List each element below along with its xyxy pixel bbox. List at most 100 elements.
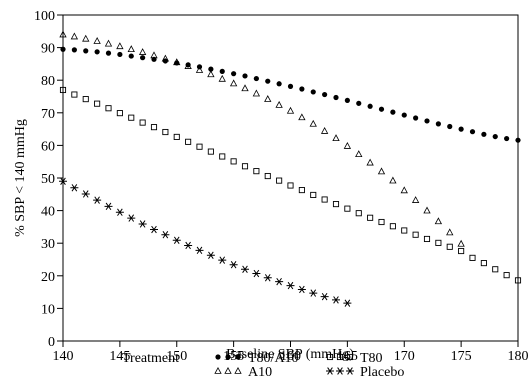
x-tick-label: 175 <box>451 349 472 364</box>
data-point <box>412 231 419 238</box>
data-point <box>446 243 453 250</box>
data-point <box>287 83 294 89</box>
data-point <box>105 105 112 112</box>
y-tick-label: 40 <box>41 205 55 220</box>
data-point <box>401 112 407 118</box>
data-point <box>332 296 340 304</box>
legend-marker <box>234 366 242 374</box>
data-point <box>344 97 350 104</box>
data-point <box>231 71 237 77</box>
y-tick-label: 80 <box>41 74 55 89</box>
data-point <box>218 256 227 264</box>
legend-marker <box>336 367 344 375</box>
data-point <box>481 131 487 137</box>
data-point <box>298 113 306 121</box>
x-tick-label: 145 <box>109 349 130 364</box>
y-tick-label: 60 <box>41 139 55 154</box>
data-point <box>172 236 181 244</box>
data-point <box>378 106 385 112</box>
data-point <box>229 261 238 269</box>
data-point <box>138 48 147 55</box>
data-point <box>411 196 420 203</box>
data-point <box>423 206 431 214</box>
data-point <box>458 126 464 132</box>
data-point <box>70 184 79 192</box>
data-point <box>195 246 204 255</box>
y-tick-label: 20 <box>41 270 55 285</box>
data-point <box>70 32 79 40</box>
data-point <box>378 218 385 226</box>
legend-marker <box>215 354 221 360</box>
data-point <box>310 89 316 95</box>
data-point <box>94 49 100 55</box>
data-point <box>367 214 374 221</box>
data-point <box>434 217 443 225</box>
data-point <box>241 84 249 92</box>
data-point <box>59 86 67 94</box>
data-point <box>367 103 373 109</box>
data-point <box>207 70 215 78</box>
data-point <box>389 176 397 184</box>
data-point <box>343 299 352 307</box>
data-point <box>206 251 215 259</box>
data-point <box>480 260 487 267</box>
data-point <box>321 196 328 203</box>
data-point <box>343 142 352 149</box>
data-point <box>423 235 431 243</box>
data-point <box>355 150 363 158</box>
data-point <box>390 109 396 115</box>
data-point <box>184 62 192 69</box>
data-point <box>104 202 113 211</box>
data-point <box>229 79 238 87</box>
data-point <box>253 75 259 82</box>
legend-item: T80 <box>326 351 383 366</box>
data-point <box>230 158 237 165</box>
data-point <box>286 281 295 290</box>
data-point <box>287 182 294 189</box>
data-point <box>435 239 442 246</box>
data-point <box>504 135 510 142</box>
data-point <box>322 91 328 98</box>
x-tick-label: 140 <box>53 349 74 364</box>
data-point <box>355 210 362 217</box>
data-point <box>400 186 408 194</box>
series-t80-a10 <box>60 46 521 143</box>
data-point <box>299 86 305 92</box>
data-point <box>162 128 169 136</box>
data-point <box>252 269 261 278</box>
data-point <box>356 100 362 106</box>
series-a10 <box>59 30 465 247</box>
data-point <box>264 172 271 180</box>
y-tick-label: 100 <box>34 9 55 24</box>
data-point <box>413 115 419 121</box>
data-point <box>150 51 158 59</box>
data-point <box>140 55 146 61</box>
legend-label: Placebo <box>360 365 404 377</box>
data-point <box>161 54 170 62</box>
legend-title: Treatment <box>122 351 179 366</box>
legend-label: A10 <box>248 365 272 377</box>
legend-marker <box>346 353 354 361</box>
data-point <box>93 196 102 204</box>
data-point <box>218 74 226 82</box>
data-point <box>458 247 465 255</box>
data-point <box>310 191 317 199</box>
y-tick-label: 90 <box>41 42 55 57</box>
legend-label: T80/A10 <box>248 351 299 366</box>
data-point <box>492 133 498 140</box>
data-point <box>128 53 134 59</box>
x-tick-label: 150 <box>166 349 187 364</box>
data-point <box>503 272 510 279</box>
x-axis: 140 145 150 155 160 165 170 175 180 <box>53 341 529 364</box>
series-t80 <box>59 86 522 284</box>
data-point <box>83 48 89 54</box>
y-tick-label: 70 <box>41 107 55 122</box>
data-point <box>150 225 158 234</box>
data-point <box>115 208 124 216</box>
data-point <box>469 254 476 261</box>
data-point <box>469 129 476 135</box>
data-point <box>195 66 204 73</box>
data-point <box>59 177 67 185</box>
data-point <box>320 127 329 134</box>
